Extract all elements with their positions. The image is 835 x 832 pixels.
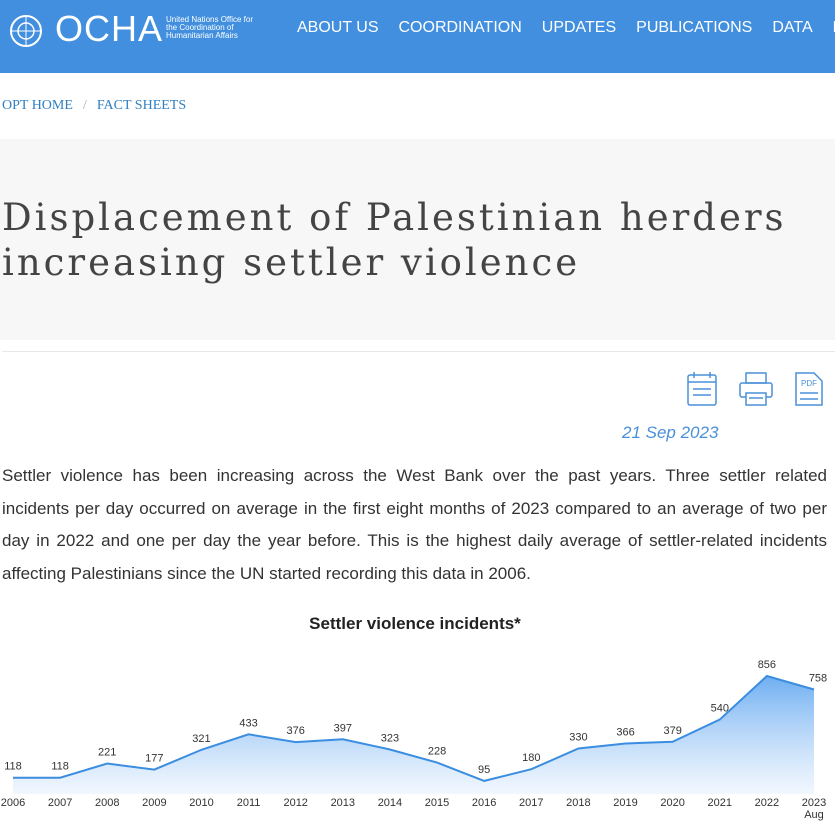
value-label: 758 — [809, 673, 827, 685]
date: 21 Sep 2023 — [622, 423, 719, 442]
value-label: 323 — [381, 732, 399, 744]
value-label: 330 — [569, 732, 587, 744]
line — [13, 674, 815, 782]
value-label: 379 — [663, 725, 681, 737]
nav-item[interactable]: COORDINATION — [398, 19, 522, 36]
value-label: 397 — [334, 722, 352, 734]
nav: ABOUT US COORDINATION UPDATES PUBLICATIONS D… — [297, 19, 835, 37]
title-box: Displacement of Palestinian herders incr… — [0, 139, 835, 340]
x-tick-label: 2011 — [236, 797, 261, 809]
title-line: increasing settler violence — [2, 241, 581, 284]
print-icon[interactable] — [739, 372, 773, 406]
value-label: 118 — [4, 761, 22, 773]
value-label: 366 — [616, 727, 634, 739]
paragraph: Settler violence has been increasing acr… — [2, 466, 827, 583]
un-emblem — [10, 15, 42, 47]
x-tick-label: 2021 — [707, 797, 732, 809]
x-tick-label: 2014 — [377, 797, 403, 809]
x-tick-label: 2022 — [754, 797, 780, 809]
value-label: 376 — [287, 725, 305, 737]
x-tick-label: 2016 — [471, 797, 497, 809]
divider — [2, 351, 835, 352]
svg-text:PDF: PDF — [801, 379, 817, 388]
x-tick-label: 2006 — [0, 797, 26, 809]
value-label: 433 — [239, 717, 257, 729]
calendar-icon[interactable] — [687, 372, 717, 406]
logo-subtitle: United Nations Office for the Coordinati… — [166, 15, 254, 40]
x-tick-label: 2019 — [613, 797, 638, 809]
value-label: 856 — [758, 659, 776, 671]
crumb-link[interactable]: OPT HOME — [2, 98, 73, 113]
x-tick-label: 2008 — [94, 797, 120, 809]
nav-item[interactable]: UPDATES — [541, 19, 617, 36]
value-label: 180 — [522, 752, 540, 764]
x-tick-label: 2023 Aug — [801, 797, 827, 821]
x-tick-label: 2012 — [283, 797, 308, 809]
value-label: 95 — [478, 764, 490, 776]
nav-item[interactable]: DATA — [772, 19, 813, 36]
value-label: 540 — [711, 703, 729, 715]
chart: 118 118 221 177 321 433 376 397 323 228 95 180 330 36… — [0, 640, 835, 832]
chart-title: Settler violence incidents* — [309, 614, 521, 633]
title-line: Displacement of Palestinian herders — [2, 196, 787, 239]
header: OCHA United Nations Office for the Coord… — [0, 0, 835, 73]
x-tick-label: 2018 — [566, 797, 591, 809]
breadcrumb: OPT HOME / FACT SHEETS — [2, 98, 187, 113]
crumb-link[interactable]: FACT SHEETS — [96, 98, 187, 113]
pdf-icon[interactable] — [795, 372, 823, 406]
x-tick-label: 2020 — [660, 797, 685, 809]
chart-plot: 118 118 221 177 321 433 376 397 323 228 95 180 330 36… — [4, 659, 827, 794]
nav-item[interactable]: PUBLICATIONS — [636, 19, 753, 36]
value-label: 118 — [51, 761, 69, 773]
nav-item[interactable]: ABOUT US — [297, 19, 379, 36]
area — [13, 676, 814, 794]
value-label: 228 — [428, 746, 446, 758]
toolbar-icons: PDF — [687, 372, 823, 406]
value-label: 177 — [145, 753, 163, 765]
x-tick-label: 2010 — [189, 797, 214, 809]
value-label: 321 — [192, 733, 210, 745]
logo-text[interactable]: OCHA — [55, 8, 164, 49]
x-tick-label: 2017 — [519, 797, 544, 809]
x-tick-label: 2007 — [47, 797, 73, 809]
x-tick-label: 2013 — [330, 797, 356, 809]
nav-item[interactable]: FUNDING — [833, 19, 835, 36]
x-tick-label: 2009 — [142, 797, 167, 809]
x-tick-label: 2015 — [424, 797, 450, 809]
value-label: 221 — [98, 747, 116, 759]
